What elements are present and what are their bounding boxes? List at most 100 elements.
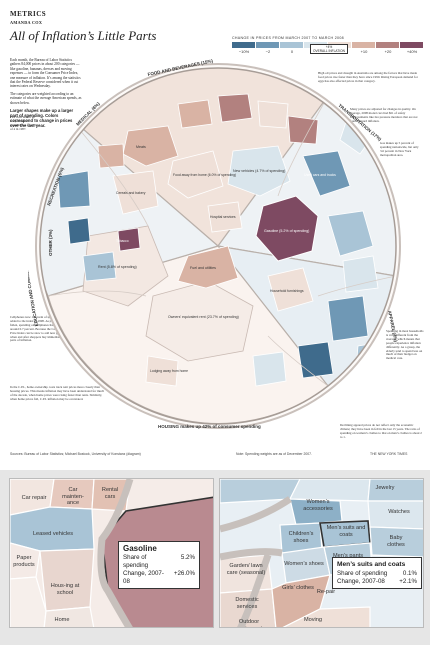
cell-label-owners-rent: Owners’ equivalent rent (23.7% of spendi… [168, 315, 239, 319]
zoom-panel-gasoline: Car repair Car mainten-ance Rental cars … [9, 478, 214, 628]
share-label: Share of spending [123, 554, 149, 569]
cell-apparel-men[interactable] [297, 341, 334, 379]
cell-label-household: Household furnishings [270, 289, 304, 293]
intro-text: Each month, the Bureau of Labor Statisti… [10, 58, 82, 131]
note-gas: Gas makes up 5 percent of spending natio… [380, 141, 419, 157]
cell-label: Home [54, 617, 70, 623]
cell-label: Leased vehicles [32, 531, 74, 537]
cell-label: Women’s shoes [284, 561, 324, 567]
cell-label: Domestic services [235, 597, 259, 610]
legend-swatch [256, 42, 280, 48]
cell-label: Car repair [21, 495, 47, 501]
page-title: All of Inflation’s Little Parts [10, 28, 157, 43]
cell-hospital[interactable] [207, 201, 243, 233]
voronoi-wheel: FOOD AND BEVERAGES (15%) TRANSPORTATION … [28, 58, 401, 429]
tooltip-mens-suits: Men’s suits and coats Share of spending 0… [332, 557, 422, 589]
legend-title: CHANGE IN PRICES FROM MARCH 2007 TO MARC… [232, 36, 344, 40]
graphic-sheet: METRICS AMANDA COX All of Inflation’s Li… [0, 0, 430, 470]
credit: THE NEW YORK TIMES [370, 452, 408, 456]
cell-label-fuel: Fuel and utilities [190, 266, 216, 270]
note-quality: Many prices are adjusted for changes in … [350, 107, 418, 123]
cell-label-meats: Meats [136, 145, 146, 149]
legend-tick: −10% [238, 49, 250, 54]
cell-label-dining: Food away from home (6.0% of spending) [173, 173, 236, 177]
share-value: 5.2% [180, 554, 195, 561]
cell-label: Hous-ing at school [50, 583, 80, 596]
zoom-cells-left [10, 479, 213, 627]
cell-used-cars[interactable] [302, 150, 351, 197]
cell-fuel[interactable] [177, 245, 239, 289]
legend-tick: +40% [406, 49, 418, 54]
sector-label-housing: HOUSING makes up 42% of consumer spendin… [158, 424, 261, 429]
sector-label-apparel: APPAREL (4%) [387, 310, 399, 343]
cell-apparel-women[interactable] [327, 295, 369, 342]
cell-airfare[interactable] [342, 255, 379, 293]
cell-label: Girls’ clothes [282, 585, 314, 591]
cell-label: Watches [388, 509, 410, 515]
cell-computers[interactable] [67, 217, 91, 245]
cell-tv[interactable] [57, 170, 91, 209]
intro-lead: Larger shapes make up a larger part of s… [10, 108, 74, 129]
note-households: Spending in most households is very diff… [386, 329, 424, 361]
legend-swatch [232, 42, 256, 48]
intro-paragraph: The categories are weighted according to… [10, 91, 82, 105]
cell-label-gasoline: Gasoline (5.2% of spending) [264, 229, 309, 233]
tooltip-title: Men’s suits and coats [337, 561, 406, 568]
legend-tick: +20 [384, 49, 392, 54]
cell-lodging[interactable] [145, 355, 179, 387]
note-food: High oil prices and drought in Australia… [318, 71, 418, 83]
cell-dining[interactable] [167, 150, 224, 199]
legend-swatch [280, 42, 304, 48]
legend-tick: −2 [265, 49, 271, 54]
cell-label: Re-pair [316, 589, 336, 595]
change-label: Change, 2007-08 [337, 578, 385, 585]
zoom-panel-mens-suits: Jewelry Women’s accessories Watches Chil… [219, 478, 424, 628]
note-fast-food: Fast food makes up 2.4 percent of spendi… [10, 115, 38, 131]
cpi-value: +4% [325, 45, 333, 49]
cell-label: Baby clothes [387, 535, 405, 548]
cell-auto[interactable] [327, 210, 374, 257]
cpi-label: OVERALL INFLATION [313, 49, 345, 53]
change-value: +26.0% [173, 570, 195, 577]
cell-household[interactable] [267, 267, 314, 312]
legend-tick: +10 [360, 49, 368, 54]
cell-label: Rental cars [101, 487, 119, 500]
cell-label: Moving [303, 617, 323, 623]
cell-cereals[interactable] [112, 170, 159, 215]
note-cellphones: Cellphones now 1 percent of spending — w… [10, 315, 70, 343]
cell-label-lodging: Lodging away from home [150, 369, 188, 373]
cell-label: Jewelry [375, 485, 395, 491]
cell-label-hospital: Hospital services [210, 215, 236, 219]
cell-alcohol[interactable] [97, 143, 125, 169]
overall-inflation-marker: +4% OVERALL INFLATION [310, 44, 348, 54]
byline: AMANDA COX [10, 20, 43, 25]
cell-label: Women’s accessories [303, 499, 333, 512]
cell-gasoline[interactable] [255, 195, 319, 262]
tooltip-title: Gasoline [123, 544, 157, 553]
cell-label: Garden/ lawn care (seasonal) [226, 563, 266, 576]
cell-tobacco[interactable] [117, 227, 141, 252]
share-value: 0.1% [402, 570, 417, 577]
cell-eggs[interactable] [217, 93, 253, 123]
sector-label-other: OTHER (3%) [48, 229, 53, 256]
legend-swatch [352, 42, 376, 48]
cell-phone[interactable] [82, 251, 117, 282]
cell-vegetables[interactable] [287, 115, 319, 145]
cell-furniture[interactable] [252, 351, 287, 387]
cell-label: Car mainten-ance [62, 487, 84, 506]
intro-paragraph: Each month, the Bureau of Labor Statisti… [10, 58, 81, 89]
cell-fruit[interactable] [257, 100, 289, 129]
cell-new-cars[interactable] [227, 145, 291, 197]
zoom-cells-right [220, 479, 423, 627]
change-value: +2.1% [399, 578, 417, 585]
tooltip-gasoline: Gasoline Share of spending 5.2% Change, 2… [118, 541, 200, 589]
wheel-cells [40, 68, 396, 424]
cell-label-new-cars: New vehicles (4.7% of spending) [233, 169, 285, 173]
cell-label: Children’s shoes [288, 531, 314, 544]
note-ownership: In the C.P.I., home ownership costs trac… [10, 385, 105, 401]
header: METRICS AMANDA COX All of Inflation’s Li… [10, 10, 156, 43]
legend-tick: 0 [290, 49, 294, 54]
cell-dairy[interactable] [177, 99, 213, 129]
cell-meats[interactable] [122, 125, 179, 167]
kicker: METRICS [10, 10, 47, 18]
